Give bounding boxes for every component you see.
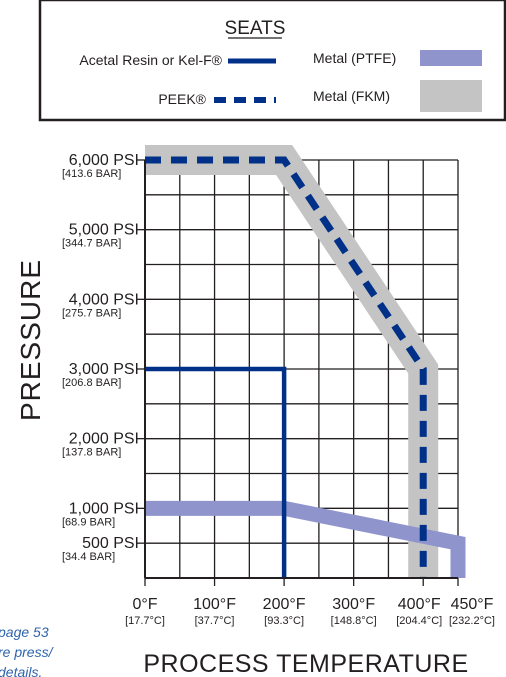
x-tick-label: 100°F: [193, 596, 236, 613]
x-tick-label: 0°F: [132, 596, 157, 613]
legend-label-acetal: Acetal Resin or Kel-F®: [79, 52, 222, 68]
side-note-line-1: page 53: [0, 624, 49, 640]
side-note-line-2: re press/: [0, 644, 55, 660]
legend-swatch-metal-fkm: [420, 80, 482, 112]
y-tick-label: 500 PSI: [82, 535, 139, 552]
x-tick-label: 300°F: [332, 596, 375, 613]
x-tick-label: 400°F: [398, 596, 441, 613]
y-tick-label: 6,000 PSI: [69, 152, 139, 169]
side-note: page 53 re press/ details.: [0, 624, 55, 677]
y-tick-sublabel: [137.8 BAR]: [62, 447, 121, 459]
y-tick-sublabel: [344.7 BAR]: [62, 238, 121, 250]
y-tick-sublabel: [413.6 BAR]: [62, 168, 121, 180]
x-tick-sublabel: [93.3°C]: [264, 615, 304, 627]
x-axis-title: PROCESS TEMPERATURE: [143, 650, 468, 677]
x-tick-label: 450°F: [451, 596, 494, 613]
legend-label-metal-ptfe: Metal (PTFE): [313, 50, 396, 66]
y-tick-label: 5,000 PSI: [69, 222, 139, 239]
y-tick-sublabel: [275.7 BAR]: [62, 307, 121, 319]
y-tick-sublabel: [68.9 BAR]: [62, 516, 115, 528]
side-note-line-3: details.: [0, 664, 42, 677]
legend-label-metal-fkm: Metal (FKM): [313, 88, 390, 104]
legend-title: SEATS: [225, 18, 286, 39]
y-tick-sublabel: [34.4 BAR]: [62, 551, 115, 563]
x-tick-sublabel: [148.8°C]: [331, 615, 377, 627]
y-axis-title: PRESSURE: [15, 259, 46, 421]
y-tick-label: 3,000 PSI: [69, 361, 139, 378]
legend: SEATS Acetal Resin or Kel-F® PEEK® Metal…: [40, 0, 505, 120]
x-tick-sublabel: [204.4°C]: [396, 615, 442, 627]
legend-swatch-metal-ptfe: [420, 50, 482, 66]
y-tick-sublabel: [206.8 BAR]: [62, 377, 121, 389]
y-tick-label: 1,000 PSI: [69, 500, 139, 517]
x-tick-sublabel: [17.7°C]: [125, 615, 165, 627]
x-tick-sublabel: [232.2°C]: [449, 615, 495, 627]
y-tick-label: 2,000 PSI: [69, 431, 139, 448]
x-tick-sublabel: [37.7°C]: [195, 615, 235, 627]
y-tick-label: 4,000 PSI: [69, 291, 139, 308]
legend-label-peek: PEEK®: [158, 91, 206, 107]
x-tick-label: 200°F: [263, 596, 306, 613]
